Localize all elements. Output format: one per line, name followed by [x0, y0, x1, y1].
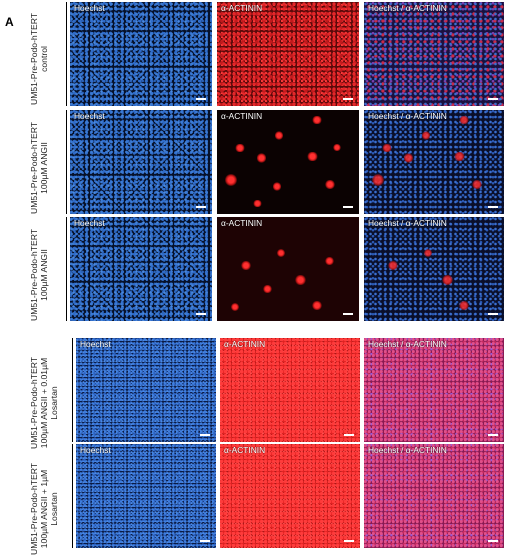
scale-bar	[488, 313, 498, 315]
scale-bar	[200, 434, 210, 436]
cell-cluster	[325, 180, 335, 189]
cell-cluster	[312, 116, 322, 124]
cell-cluster	[225, 174, 237, 186]
cell-cluster	[325, 257, 334, 265]
hoechst-image: Hoechst	[70, 217, 212, 321]
row-divider	[66, 110, 67, 214]
cell-cluster	[277, 249, 285, 257]
actinin-image: α-ACTININ	[217, 217, 359, 321]
scale-bar	[343, 313, 353, 315]
merge-image: Hoechst / α-ACTININ	[364, 444, 504, 548]
scale-bar	[488, 206, 498, 208]
cell-cluster	[312, 301, 322, 310]
cell-cluster	[307, 152, 318, 161]
cell-cluster	[333, 144, 341, 151]
cell-cluster	[459, 301, 469, 310]
scale-bar	[343, 206, 353, 208]
actinin-image: α-ACTININ	[220, 338, 360, 442]
row-label-control: UM51-Pre-Podo-hTERT control	[29, 13, 49, 106]
row-divider	[66, 217, 67, 321]
cell-cluster	[295, 275, 306, 285]
row-divider	[72, 444, 73, 548]
cell-cluster	[235, 144, 245, 152]
merge-image: Hoechst / α-ACTININ	[364, 2, 504, 106]
scale-bar	[488, 540, 498, 542]
scale-bar	[344, 434, 354, 436]
row-label-angii: UM51-Pre-Podo-hTERT 100µM ANGII	[29, 122, 49, 215]
cell-cluster	[454, 152, 465, 161]
hoechst-image: Hoechst	[76, 338, 216, 442]
row-label-angii-2: UM51-Pre-Podo-hTERT 100µM ANGII	[29, 229, 49, 322]
hoechst-image: Hoechst	[70, 2, 212, 106]
cell-cluster	[231, 303, 239, 311]
scale-bar	[344, 540, 354, 542]
merge-image: Hoechst / α-ACTININ	[364, 110, 504, 214]
cell-cluster	[253, 200, 262, 207]
cell-cluster	[263, 285, 272, 293]
actinin-image: α-ACTININ	[217, 2, 359, 106]
scale-bar	[196, 313, 206, 315]
scale-bar	[488, 434, 498, 436]
scale-bar	[196, 98, 206, 100]
row-divider	[72, 338, 73, 442]
cell-cluster	[459, 116, 469, 124]
cell-cluster	[241, 261, 251, 270]
actinin-image: α-ACTININ	[217, 110, 359, 214]
cell-cluster	[442, 275, 453, 285]
scale-bar	[196, 206, 206, 208]
hoechst-image: Hoechst	[70, 110, 212, 214]
cell-cluster	[404, 153, 413, 163]
cell-cluster	[275, 131, 283, 140]
row-label-losartan-001: UM51-Pre-Podo-hTERT 100µM ANGII + 0.01µM…	[29, 357, 59, 450]
scale-bar	[488, 98, 498, 100]
merge-image: Hoechst / α-ACTININ	[364, 338, 504, 442]
cell-cluster	[388, 261, 398, 270]
cell-cluster	[472, 180, 482, 189]
scale-bar	[343, 98, 353, 100]
cell-cluster	[257, 153, 266, 163]
cell-cluster	[372, 174, 384, 186]
cell-cluster	[422, 131, 430, 140]
cell-cluster	[382, 144, 392, 152]
merge-image: Hoechst / α-ACTININ	[364, 217, 504, 321]
cell-cluster	[424, 249, 432, 257]
panel-letter: A	[5, 15, 14, 29]
row-divider	[66, 2, 67, 106]
actinin-image: α-ACTININ	[220, 444, 360, 548]
row-label-losartan-1: UM51-Pre-Podo-hTERT 100µM ANGII + 1µM Lo…	[29, 463, 59, 556]
hoechst-image: Hoechst	[76, 444, 216, 548]
scale-bar	[200, 540, 210, 542]
cell-cluster	[273, 182, 281, 191]
